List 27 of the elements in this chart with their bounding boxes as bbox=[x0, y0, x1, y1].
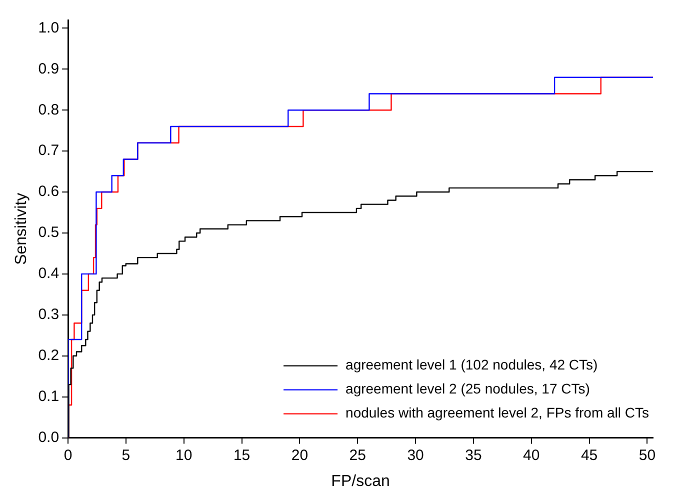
legend-label: nodules with agreement level 2, FPs from all CTs bbox=[346, 404, 650, 421]
x-tick-label: 0 bbox=[64, 446, 72, 464]
y-tick-label: 1.0 bbox=[38, 19, 60, 36]
y-tick-label: 0.9 bbox=[38, 60, 60, 78]
y-tick-label: 0.6 bbox=[38, 183, 60, 200]
x-tick-label: 40 bbox=[523, 446, 540, 464]
legend-label: agreement level 1 (102 nodules, 42 CTs) bbox=[346, 356, 598, 373]
x-tick-label: 50 bbox=[638, 446, 656, 464]
x-tick-label: 45 bbox=[580, 446, 598, 464]
y-tick-label: 0.5 bbox=[38, 224, 60, 242]
x-tick-label: 5 bbox=[122, 446, 130, 464]
x-axis-title: FP/scan bbox=[331, 472, 390, 490]
legend-label: agreement level 2 (25 nodules, 17 CTs) bbox=[346, 380, 590, 397]
x-tick-label: 35 bbox=[465, 446, 482, 464]
y-tick-label: 0.8 bbox=[38, 101, 60, 118]
y-tick-label: 0.3 bbox=[38, 306, 60, 324]
y-tick-label: 0.0 bbox=[38, 428, 60, 446]
x-tick-label: 25 bbox=[349, 446, 366, 464]
y-tick-label: 0.2 bbox=[38, 347, 60, 364]
y-axis-title: Sensitivity bbox=[13, 192, 30, 265]
y-tick-label: 0.1 bbox=[38, 388, 60, 405]
y-tick-label: 0.4 bbox=[38, 265, 60, 282]
x-tick-label: 30 bbox=[407, 446, 424, 464]
x-tick-label: 10 bbox=[176, 446, 192, 464]
x-tick-label: 15 bbox=[233, 446, 250, 464]
x-tick-label: 20 bbox=[291, 446, 308, 464]
y-tick-label: 0.7 bbox=[38, 142, 60, 160]
